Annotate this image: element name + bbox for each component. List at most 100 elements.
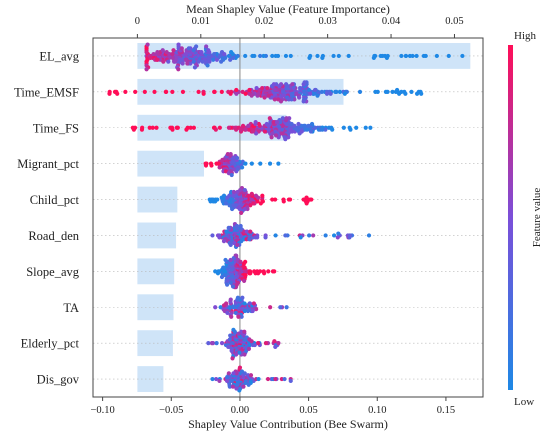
swarm-point-4-107 [237, 206, 242, 212]
swarm-point-2-192 [326, 125, 332, 130]
swarm-point-6-132 [219, 274, 225, 280]
swarm-point-8-101 [237, 350, 242, 355]
swarm-point-2-108 [313, 125, 318, 130]
swarm-point-2-155 [246, 123, 251, 128]
swarm-point-0-257 [179, 46, 184, 51]
swarm-point-0-236 [196, 59, 201, 64]
feature-label-1: Time_EMSF [14, 85, 79, 99]
swarm-point-2-117 [286, 135, 291, 140]
swarm-point-7-91 [284, 305, 289, 310]
swarm-point-0-209 [176, 42, 181, 47]
swarm-point-9-84 [227, 384, 232, 389]
swarm-point-2-139 [296, 121, 301, 127]
swarm-point-4-145 [270, 197, 275, 202]
colorbar: High Low Feature value [508, 30, 543, 408]
swarm-point-2-209 [150, 125, 155, 130]
swarm-point-0-217 [200, 59, 205, 64]
swarm-point-8-127 [232, 329, 237, 334]
swarm-point-0-190 [219, 59, 224, 64]
feature-label-5: Road_den [28, 229, 79, 243]
swarm-point-6-134 [234, 253, 239, 258]
top-axis: 0 0.01 0.02 0.03 0.04 0.05 [135, 16, 464, 38]
swarm-point-7-80 [236, 314, 241, 319]
swarm-point-2-215 [253, 119, 258, 125]
swarm-point-3-90 [203, 161, 208, 166]
swarm-point-2-201 [184, 127, 189, 132]
swarm-point-1-209 [212, 89, 217, 94]
swarm-point-2-171 [274, 119, 280, 125]
swarm-point-1-189 [247, 87, 252, 93]
swarm-point-6-137 [217, 269, 222, 274]
swarm-point-0-240 [320, 55, 325, 60]
swarm-point-8-106 [242, 329, 247, 334]
swarm-point-9-76 [234, 371, 239, 376]
swarm-point-4-131 [301, 197, 306, 202]
swarm-point-0-200 [167, 51, 172, 57]
swarm-point-4-144 [223, 201, 229, 206]
swarm-point-2-196 [191, 125, 196, 130]
swarm-point-0-150 [170, 55, 175, 60]
swarm-point-9-96 [214, 376, 219, 382]
swarm-point-0-114 [151, 51, 156, 57]
feature-label-8: Elderly_pct [21, 337, 80, 351]
swarm-point-2-205 [139, 127, 145, 132]
bottom-tick-label-1: −0.05 [159, 405, 183, 416]
swarm-point-0-199 [160, 48, 165, 53]
swarm-point-3-83 [235, 167, 240, 172]
swarm-point-5-110 [273, 233, 278, 238]
feature-label-2: Time_FS [33, 121, 79, 135]
swarm-point-7-57 [245, 308, 251, 314]
swarm-point-8-124 [272, 339, 277, 344]
swarm-point-2-221 [368, 125, 373, 130]
swarm-point-0-222 [222, 51, 227, 57]
swarm-point-1-188 [265, 85, 270, 91]
swarm-point-1-187 [301, 99, 306, 104]
swarm-point-4-149 [227, 203, 232, 208]
swarm-point-3-80 [216, 161, 221, 166]
swarm-point-3-89 [229, 172, 234, 178]
swarm-point-0-168 [183, 51, 188, 57]
plot-frame [92, 37, 484, 398]
swarm-point-8-119 [214, 341, 219, 346]
swarm-point-8-123 [228, 333, 233, 338]
swarm-point-7-85 [235, 295, 241, 300]
swarm-point-6-145 [228, 257, 233, 263]
swarm-point-5-101 [228, 242, 233, 248]
swarm-point-5-112 [283, 233, 288, 238]
swarm-point-4-83 [251, 201, 256, 206]
swarm-point-0-231 [231, 55, 236, 60]
feature-label-4: Child_pct [30, 193, 80, 207]
swarm-point-4-137 [304, 201, 309, 206]
swarm-point-2-88 [243, 127, 248, 132]
swarm-point-4-125 [273, 197, 278, 202]
swarm-point-5-114 [244, 229, 250, 234]
swarm-point-2-212 [217, 125, 222, 130]
swarm-point-1-158 [306, 87, 312, 93]
bottom-tick-label-0: −0.10 [90, 405, 114, 416]
swarm-point-0-211 [446, 53, 451, 59]
swarm-point-6-123 [242, 278, 247, 283]
swarm-point-6-150 [213, 269, 218, 274]
swarm-point-5-92 [232, 240, 237, 246]
swarm-point-0-160 [211, 57, 216, 62]
swarm-point-0-158 [174, 50, 179, 55]
swarm-point-2-202 [288, 121, 294, 127]
colorbar-title: Feature value [531, 188, 543, 248]
swarm-point-8-107 [234, 352, 239, 357]
swarm-point-4-136 [260, 193, 265, 198]
swarm-point-0-251 [206, 48, 211, 53]
swarm-point-9-91 [248, 373, 254, 378]
swarm-point-2-208 [147, 125, 152, 130]
bottom-axis: −0.10 −0.05 0.00 0.05 0.10 0.15 [90, 397, 455, 416]
swarm-point-8-125 [273, 344, 278, 350]
swarm-point-6-138 [230, 284, 236, 289]
swarm-point-2-152 [262, 129, 268, 134]
swarm-point-1-196 [357, 89, 363, 94]
swarm-point-3-87 [258, 161, 263, 166]
swarm-point-0-229 [261, 53, 266, 59]
swarm-point-2-157 [270, 131, 275, 136]
swarm-point-0-201 [155, 50, 160, 55]
swarm-point-5-100 [235, 242, 240, 248]
top-tick-label-3: 0.03 [318, 16, 336, 27]
swarm-point-1-167 [319, 89, 324, 94]
